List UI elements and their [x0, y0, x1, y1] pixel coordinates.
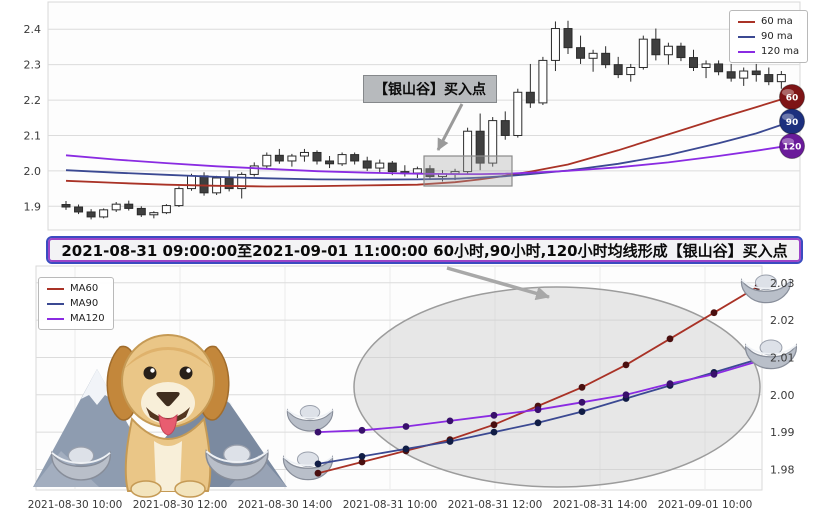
svg-text:2021-08-31 10:00: 2021-08-31 10:00: [343, 499, 438, 511]
legend-item: MA120: [47, 313, 105, 324]
legend-bottom: MA60 MA90 MA120: [38, 277, 114, 330]
svg-text:2.3: 2.3: [24, 59, 42, 72]
legend-label: MA90: [70, 298, 99, 309]
svg-text:2021-08-30 10:00: 2021-08-30 10:00: [28, 499, 123, 511]
dog-illustration: [106, 334, 230, 498]
line-swatch-120ma: [738, 50, 755, 53]
line-swatch-ma90: [47, 302, 64, 305]
svg-text:60: 60: [786, 94, 799, 104]
svg-text:2.2: 2.2: [24, 94, 42, 107]
svg-text:2.00: 2.00: [770, 389, 795, 402]
buy-point-annotation: 【银山谷】买入点: [363, 75, 497, 103]
svg-text:1.98: 1.98: [770, 463, 795, 476]
legend-item: 60 ma: [738, 16, 799, 27]
line-swatch-60ma: [738, 20, 755, 23]
legend-label: MA120: [70, 313, 105, 324]
legend-label: 60 ma: [761, 16, 793, 27]
legend-label: MA60: [70, 283, 99, 294]
svg-text:120: 120: [783, 143, 802, 153]
svg-text:2.1: 2.1: [24, 129, 42, 142]
legend-label: 90 ma: [761, 31, 793, 42]
pattern-highlight-ellipse: [353, 286, 761, 488]
line-swatch-90ma: [738, 35, 755, 38]
svg-text:90: 90: [786, 118, 799, 128]
svg-text:2.0: 2.0: [24, 165, 42, 178]
banner-arrow: [446, 266, 550, 301]
buy-zone-highlight: [423, 155, 513, 187]
svg-text:2021-08-31 14:00: 2021-08-31 14:00: [553, 499, 648, 511]
svg-text:2021-08-30 14:00: 2021-08-30 14:00: [238, 499, 333, 511]
summary-banner: 2021-08-31 09:00:00至2021-09-01 11:00:00 …: [46, 236, 803, 264]
svg-text:2.02: 2.02: [770, 314, 795, 327]
legend-label: 120 ma: [761, 46, 800, 57]
legend-item: MA60: [47, 283, 105, 294]
legend-item: 90 ma: [738, 31, 799, 42]
svg-text:1.99: 1.99: [770, 426, 795, 439]
svg-text:2021-08-31 12:00: 2021-08-31 12:00: [448, 499, 543, 511]
line-swatch-ma60: [47, 287, 64, 290]
svg-text:2.03: 2.03: [770, 277, 795, 290]
svg-text:2.4: 2.4: [24, 23, 42, 36]
legend-item: MA90: [47, 298, 105, 309]
candlestick-chart: 2.4 2.3 2.2 2.1 2.0 1.9 60 90 120: [24, 1, 805, 231]
annotation-arrow: [436, 103, 464, 151]
ma-period-badges: 60 90 120: [779, 84, 805, 159]
ma-line-chart: 2.03 2.02 2.01 2.00 1.99 1.98 2021-08-30 10:00…: [28, 265, 798, 511]
svg-text:2021-08-30 12:00: 2021-08-30 12:00: [133, 499, 228, 511]
svg-text:1.9: 1.9: [24, 200, 42, 213]
legend-top: 60 ma 90 ma 120 ma: [729, 10, 809, 63]
line-swatch-ma120: [47, 317, 64, 320]
legend-item: 120 ma: [738, 46, 799, 57]
svg-text:2.01: 2.01: [770, 351, 795, 364]
svg-text:2021-09-01 10:00: 2021-09-01 10:00: [658, 499, 753, 511]
